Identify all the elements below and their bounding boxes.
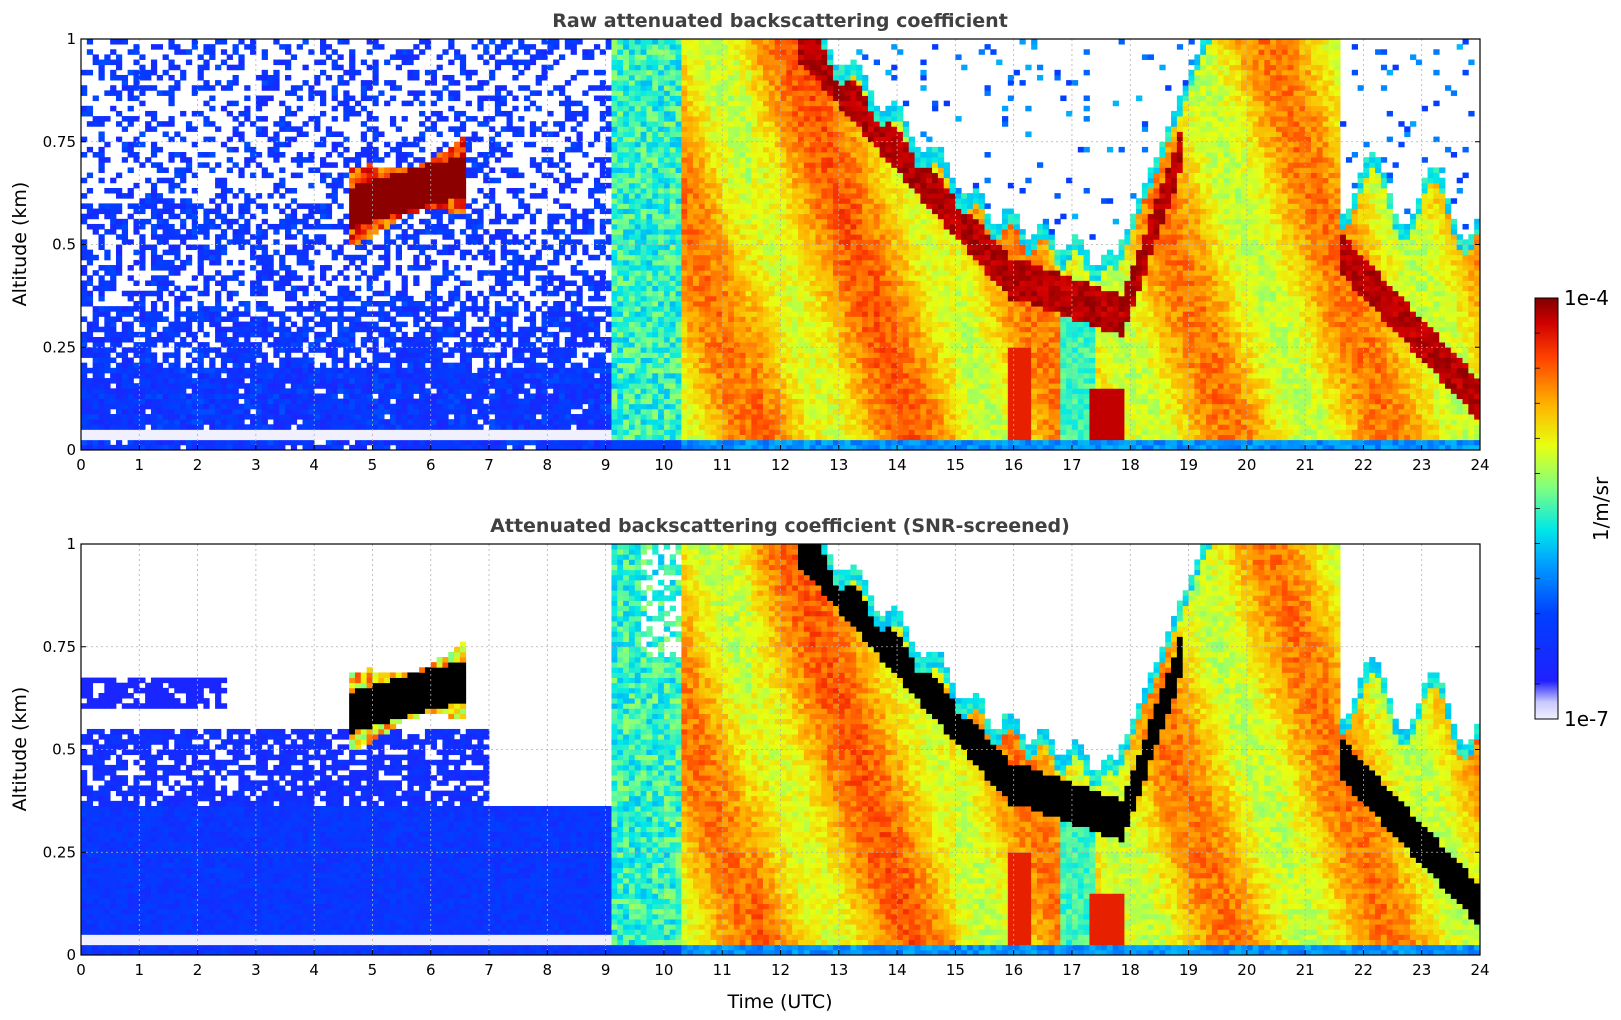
x-tick-label: 18 (1121, 456, 1140, 474)
y-tick-label: 1 (66, 535, 76, 553)
x-tick-label: 21 (1296, 961, 1315, 979)
x-tick-label: 11 (713, 456, 732, 474)
y-tick-label: 0 (66, 441, 76, 459)
x-tick-label: 16 (1004, 961, 1023, 979)
y-tick-label: 0.25 (43, 843, 76, 861)
x-tick-label: 5 (368, 961, 378, 979)
panel-screened: Attenuated backscattering coefficient (S… (9, 515, 1490, 1013)
x-tick-label: 24 (1470, 456, 1489, 474)
x-tick-label: 11 (713, 961, 732, 979)
x-tick-label: 12 (771, 961, 790, 979)
colorbar-max-label: 1e-4 (1564, 286, 1609, 310)
x-tick-label: 19 (1179, 961, 1198, 979)
x-tick-label: 6 (426, 456, 436, 474)
x-tick-label: 13 (829, 456, 848, 474)
x-tick-label: 17 (1062, 961, 1081, 979)
x-tick-label: 0 (76, 961, 86, 979)
x-tick-label: 3 (251, 961, 261, 979)
x-tick-label: 9 (601, 961, 611, 979)
x-tick-label: 12 (771, 456, 790, 474)
panel-raw: Raw attenuated backscattering coefficien… (9, 10, 1490, 474)
x-tick-label: 14 (888, 456, 907, 474)
x-tick-label: 10 (654, 456, 673, 474)
y-tick-label: 0.25 (43, 338, 76, 356)
x-tick-label: 15 (946, 456, 965, 474)
x-tick-label: 20 (1237, 961, 1256, 979)
x-tick-label: 24 (1470, 961, 1489, 979)
screened-gridlines (81, 544, 1480, 955)
x-tick-label: 17 (1062, 456, 1081, 474)
x-tick-label: 19 (1179, 456, 1198, 474)
y-tick-label: 0 (66, 946, 76, 964)
x-tick-label: 1 (135, 456, 145, 474)
x-tick-label: 10 (654, 961, 673, 979)
x-tick-label: 20 (1237, 456, 1256, 474)
x-tick-label: 4 (309, 456, 319, 474)
screened-heatmap (81, 544, 1480, 955)
x-tick-label: 8 (543, 961, 553, 979)
x-tick-label: 18 (1121, 961, 1140, 979)
panel-raw-title: Raw attenuated backscattering coefficien… (552, 10, 1008, 32)
x-tick-label: 13 (829, 961, 848, 979)
y-tick-label: 0.5 (52, 741, 76, 759)
y-tick-label: 0.75 (43, 638, 76, 656)
raw-gridlines (81, 39, 1480, 450)
x-tick-label: 21 (1296, 456, 1315, 474)
screened-x-ticks: 0 1 2 3 4 5 6 7 8 9 10 11 12 13 14 15 16 17 18 19 20 21 22 23 24 (76, 950, 1490, 979)
x-tick-label: 7 (484, 961, 494, 979)
colorbar-min-label: 1e-7 (1564, 707, 1609, 731)
raw-x-ticks: 0 1 2 3 4 5 6 7 8 9 10 11 12 13 14 15 16 17 18 19 20 21 22 23 24 (76, 445, 1490, 474)
x-tick-label: 7 (484, 456, 494, 474)
x-tick-label: 4 (309, 961, 319, 979)
x-tick-label: 22 (1354, 961, 1373, 979)
x-tick-label: 2 (193, 961, 203, 979)
raw-y-ticks: 0 0.25 0.5 0.75 1 (43, 30, 1480, 459)
x-tick-label: 9 (601, 456, 611, 474)
x-tick-label: 23 (1412, 456, 1431, 474)
raw-heatmap (81, 39, 1480, 450)
screened-y-ticks: 0 0.25 0.5 0.75 1 (43, 535, 1480, 964)
y-tick-label: 0.5 (52, 236, 76, 254)
x-tick-label: 14 (888, 961, 907, 979)
colorbar-unit-label: 1/m/sr (1589, 476, 1613, 541)
x-tick-label: 0 (76, 456, 86, 474)
raw-y-axis-label: Altitude (km) (9, 182, 31, 307)
colorbar: 1e-4 1e-7 1/m/sr (1534, 286, 1613, 731)
x-tick-label: 3 (251, 456, 261, 474)
x-tick-label: 5 (368, 456, 378, 474)
x-tick-label: 23 (1412, 961, 1431, 979)
y-tick-label: 0.75 (43, 133, 76, 151)
x-tick-label: 2 (193, 456, 203, 474)
screened-y-axis-label: Altitude (km) (9, 687, 31, 812)
x-tick-label: 15 (946, 961, 965, 979)
y-tick-label: 1 (66, 30, 76, 48)
x-axis-label: Time (UTC) (726, 991, 832, 1013)
x-tick-label: 1 (135, 961, 145, 979)
x-tick-label: 6 (426, 961, 436, 979)
x-tick-label: 16 (1004, 456, 1023, 474)
x-tick-label: 22 (1354, 456, 1373, 474)
x-tick-label: 8 (543, 456, 553, 474)
panel-screened-title: Attenuated backscattering coefficient (S… (490, 515, 1070, 537)
